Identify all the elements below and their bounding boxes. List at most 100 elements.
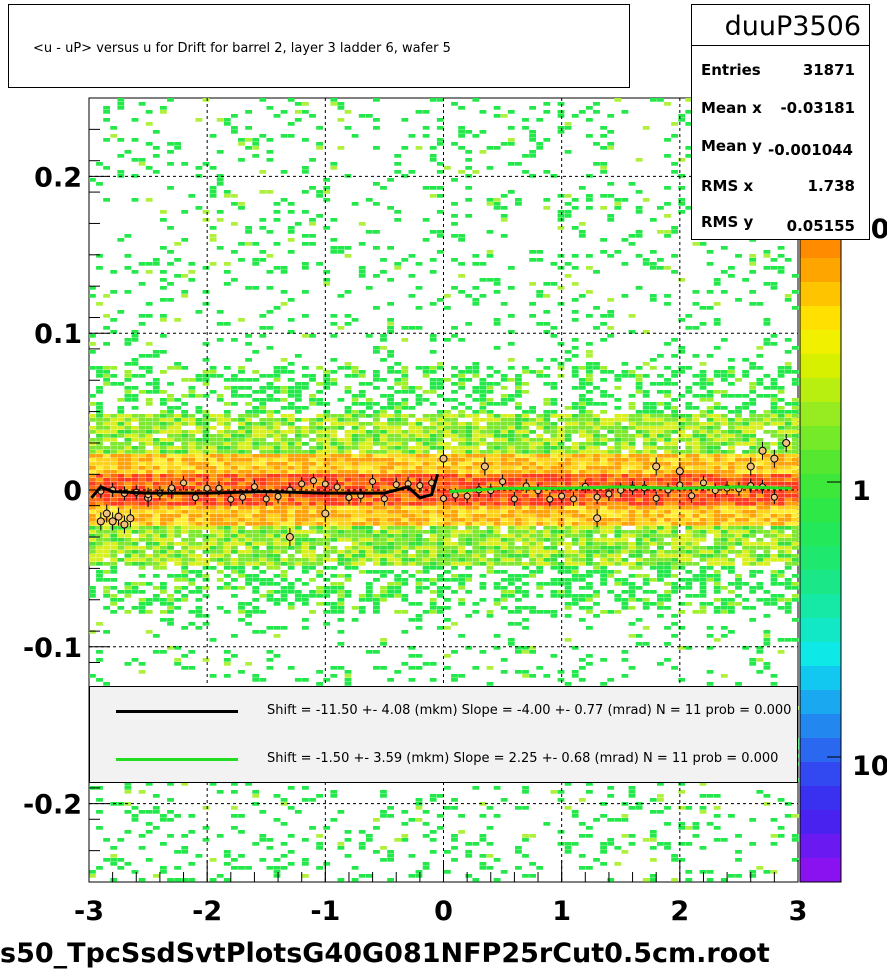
heatmap-cell <box>529 546 536 550</box>
heatmap-cell <box>600 566 607 570</box>
heatmap-cell <box>564 406 572 410</box>
heatmap-cell <box>238 458 245 462</box>
heatmap-cell <box>486 562 494 566</box>
heatmap-cell <box>302 458 309 462</box>
heatmap-cell <box>287 530 295 534</box>
heatmap-cell <box>593 590 600 594</box>
heatmap-cell <box>103 118 110 122</box>
heatmap-cell <box>181 506 189 510</box>
heatmap-cell <box>387 498 394 502</box>
heatmap-cell <box>536 482 544 486</box>
heatmap-cell <box>387 450 394 454</box>
heatmap-cell <box>380 562 387 566</box>
heatmap-cell <box>96 302 103 306</box>
heatmap-cell <box>500 434 508 438</box>
heatmap-cell <box>578 866 586 870</box>
heatmap-cell <box>422 566 430 570</box>
heatmap-cell <box>500 454 508 458</box>
heatmap-cell <box>89 342 96 346</box>
heatmap-cell <box>600 370 607 374</box>
heatmap-cell <box>223 434 231 438</box>
heatmap-cell <box>259 446 267 450</box>
heatmap-cell <box>287 330 295 334</box>
heatmap-cell <box>479 490 487 494</box>
heatmap-cell <box>451 558 458 562</box>
heatmap-cell <box>280 546 288 550</box>
heatmap-cell <box>167 510 174 514</box>
heatmap-cell <box>515 598 522 602</box>
heatmap-cell <box>145 122 153 126</box>
heatmap-cell <box>145 166 153 170</box>
heatmap-cell <box>167 606 174 610</box>
heatmap-cell <box>600 490 607 494</box>
heatmap-cell <box>465 854 473 858</box>
heatmap-cell <box>436 534 444 538</box>
heatmap-cell <box>330 506 338 510</box>
heatmap-cell <box>600 510 607 514</box>
heatmap-cell <box>294 510 302 514</box>
heatmap-cell <box>124 562 132 566</box>
heatmap-cell <box>131 454 139 458</box>
heatmap-cell <box>252 458 260 462</box>
heatmap-cell <box>89 542 96 546</box>
heatmap-cell <box>117 138 125 142</box>
heatmap-cell <box>408 502 416 506</box>
heatmap-cell <box>138 466 146 470</box>
heatmap-cell <box>188 590 196 594</box>
heatmap-cell <box>614 470 622 474</box>
heatmap-cell <box>422 522 430 526</box>
heatmap-cell <box>401 174 409 178</box>
heatmap-cell <box>451 178 458 182</box>
heatmap-cell <box>181 486 189 490</box>
heatmap-cell <box>486 434 494 438</box>
heatmap-cell <box>586 206 593 210</box>
heatmap-cell <box>294 430 302 434</box>
heatmap-cell <box>181 378 189 382</box>
heatmap-cell <box>571 454 579 458</box>
heatmap-cell <box>472 362 480 366</box>
heatmap-cell <box>245 518 252 522</box>
heatmap-cell <box>522 126 529 130</box>
heatmap-cell <box>181 430 189 434</box>
heatmap-cell <box>323 278 331 282</box>
heatmap-cell <box>302 426 309 430</box>
heatmap-cell <box>564 530 572 534</box>
heatmap-cell <box>117 422 125 426</box>
heatmap-cell <box>472 410 480 414</box>
heatmap-cell <box>209 502 217 506</box>
heatmap-cell <box>586 342 593 346</box>
heatmap-cell <box>571 482 579 486</box>
heatmap-cell <box>500 498 508 502</box>
heatmap-cell <box>571 402 579 406</box>
heatmap-cell <box>323 414 331 418</box>
heatmap-cell <box>131 498 139 502</box>
heatmap-cell <box>330 458 338 462</box>
heatmap-cell <box>202 470 210 474</box>
heatmap-cell <box>287 426 295 430</box>
heatmap-cell <box>600 506 607 510</box>
heatmap-cell <box>543 470 551 474</box>
heatmap-cell <box>160 486 167 490</box>
heatmap-cell <box>436 426 444 430</box>
heatmap-cell <box>422 454 430 458</box>
heatmap-cell <box>529 422 536 426</box>
heatmap-cell <box>231 654 238 658</box>
heatmap-cell <box>550 514 558 518</box>
heatmap-cell <box>231 594 238 598</box>
heatmap-cell <box>493 418 501 422</box>
heatmap-cell <box>273 470 281 474</box>
heatmap-cell <box>557 458 565 462</box>
heatmap-cell <box>493 554 501 558</box>
heatmap-cell <box>316 466 323 470</box>
heatmap-cell <box>465 590 473 594</box>
heatmap-cell <box>607 570 615 574</box>
heatmap-cell <box>287 542 295 546</box>
heatmap-cell <box>287 238 295 242</box>
heatmap-cell <box>515 650 522 654</box>
heatmap-cell <box>557 534 565 538</box>
heatmap-cell <box>330 246 338 250</box>
heatmap-cell <box>557 430 565 434</box>
heatmap-cell <box>287 518 295 522</box>
heatmap-cell <box>401 418 409 422</box>
heatmap-cell <box>415 546 423 550</box>
